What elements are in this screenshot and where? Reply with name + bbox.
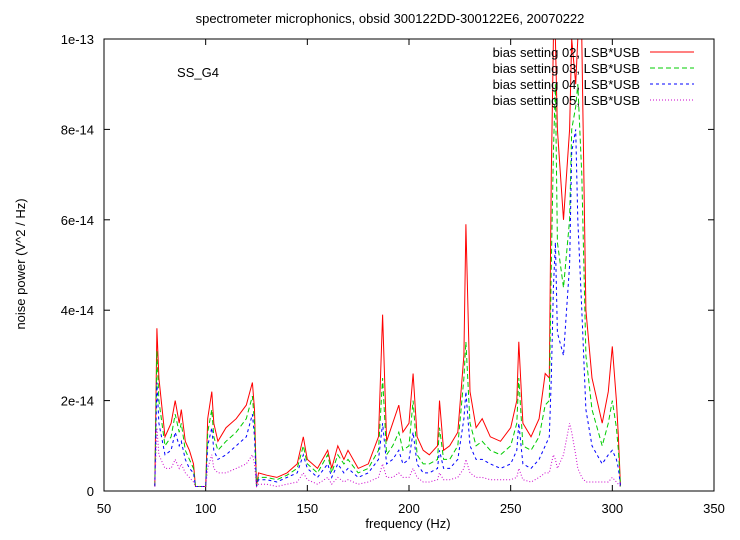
plot-area [154, 39, 621, 488]
series-line-2 [154, 84, 621, 487]
chart-title: spectrometer microphonics, obsid 300122D… [196, 11, 585, 26]
legend-label-2: bias setting 03, LSB*USB [493, 61, 640, 76]
y-axis-label: noise power (V^2 / Hz) [13, 198, 28, 329]
x-tick-label: 250 [500, 501, 522, 516]
x-tick-label: 150 [296, 501, 318, 516]
x-tick-label: 50 [97, 501, 111, 516]
y-tick-label: 6e-14 [61, 213, 94, 228]
legend-label-1: bias setting 02, LSB*USB [493, 45, 640, 60]
y-tick-label: 0 [87, 484, 94, 499]
axis-ticks: 50 100 150 200 250 300 350 0 2e-14 4e-14 6e-14 8e-1… [61, 32, 725, 516]
x-tick-label: 300 [601, 501, 623, 516]
x-tick-label: 100 [195, 501, 217, 516]
x-tick-label: 200 [398, 501, 420, 516]
y-tick-label: 1e-13 [61, 32, 94, 47]
x-tick-label: 350 [703, 501, 725, 516]
legend-label-4: bias setting 05, LSB*USB [493, 93, 640, 108]
series-line-1 [154, 39, 621, 487]
y-tick-label: 4e-14 [61, 303, 94, 318]
x-axis-label: frequency (Hz) [365, 516, 450, 531]
y-tick-label: 8e-14 [61, 122, 94, 137]
series-line-4 [154, 423, 621, 488]
y-tick-label: 2e-14 [61, 394, 94, 409]
plot-frame [103, 38, 715, 492]
chart-annotation: SS_G4 [177, 65, 219, 80]
legend-label-3: bias setting 04, LSB*USB [493, 77, 640, 92]
